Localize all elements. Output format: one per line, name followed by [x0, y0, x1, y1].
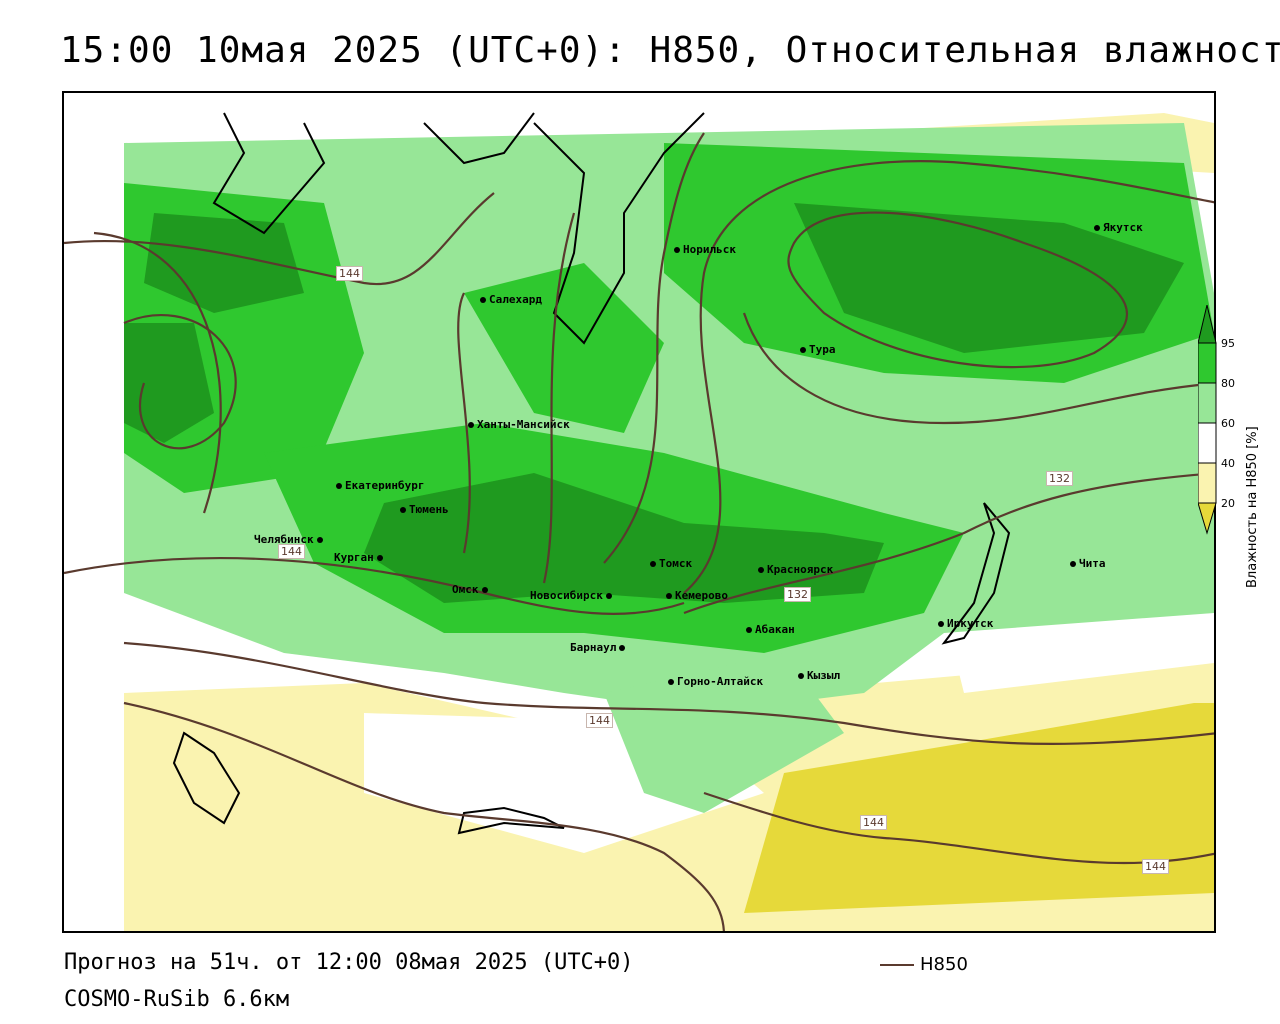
model-info: COSMO-RuSib 6.6км	[64, 987, 290, 1012]
city-abakan: Абакан	[746, 623, 795, 636]
map-canvas: Норильск Якутск Салехард Тура Ханты-Манс…	[62, 91, 1216, 933]
city-kemerovo: Кемерово	[666, 589, 728, 602]
city-dot-icon	[605, 593, 612, 599]
h850-legend: H850	[880, 954, 968, 975]
city-dot-icon	[668, 679, 674, 685]
city-dot-icon	[666, 593, 672, 599]
city-kyzyl: Кызыл	[798, 669, 840, 682]
city-dot-icon	[480, 297, 486, 303]
city-dot-icon	[758, 567, 764, 573]
forecast-info: Прогноз на 51ч. от 12:00 08мая 2025 (UTC…	[64, 950, 634, 975]
city-dot-icon	[316, 537, 323, 543]
humid-80-band	[464, 263, 664, 433]
humidity-legend-bar	[1198, 305, 1218, 535]
legend-tick: 20	[1221, 497, 1235, 510]
very-dry-zone	[744, 703, 1214, 913]
legend-tick: 40	[1221, 457, 1235, 470]
city-tyumen: Тюмень	[400, 503, 449, 516]
city-tomsk: Томск	[650, 557, 692, 570]
city-dot-icon	[481, 587, 488, 593]
city-dot-icon	[400, 507, 406, 513]
caspian-sea	[172, 731, 241, 825]
city-norilsk: Норильск	[674, 243, 736, 256]
coastline	[212, 112, 705, 345]
contour-label: 144	[860, 815, 887, 830]
city-barnaul: Барнаул	[570, 641, 628, 654]
h850-line-icon	[880, 964, 914, 966]
city-kurgan: Курган	[334, 551, 386, 564]
city-krasnoyarsk: Красноярск	[758, 563, 833, 576]
city-salekhard: Салехард	[480, 293, 542, 306]
contour-label: 144	[336, 266, 363, 281]
legend-tick: 60	[1221, 417, 1235, 430]
contour-label: 144	[1142, 859, 1169, 874]
city-dot-icon	[619, 645, 626, 651]
contour-label: 132	[784, 587, 811, 602]
humid-95-north	[794, 203, 1184, 353]
h850-contours	[64, 132, 1214, 931]
city-chita: Чита	[1070, 557, 1106, 570]
humid-95-ural	[144, 213, 304, 313]
city-chelyabinsk: Челябинск	[254, 533, 326, 546]
humidity-map	[64, 112, 1214, 931]
contour-label: 144	[278, 544, 305, 559]
legend-tick: 80	[1221, 377, 1235, 390]
city-dot-icon	[468, 422, 474, 428]
city-dot-icon	[800, 347, 806, 353]
humid-95-west	[124, 323, 214, 443]
city-novosibirsk: Новосибирск	[530, 589, 615, 602]
legend-title: Влажность на H850 [%]	[1245, 426, 1260, 588]
city-irkutsk: Иркутск	[938, 617, 993, 630]
city-dot-icon	[1070, 561, 1076, 567]
lake-baikal	[941, 502, 1011, 645]
map-title: 15:00 10мая 2025 (UTC+0): H850, Относите…	[60, 30, 1280, 71]
city-dot-icon	[1094, 225, 1100, 231]
humid-60-south	[604, 653, 844, 813]
city-tura: Тура	[800, 343, 836, 356]
city-dot-icon	[938, 621, 944, 627]
city-dot-icon	[650, 561, 656, 567]
city-dot-icon	[336, 483, 342, 489]
city-gorno-altaysk: Горно-Алтайск	[668, 675, 763, 688]
contour-label: 132	[1046, 471, 1073, 486]
city-dot-icon	[746, 627, 752, 633]
city-yekaterinburg: Екатеринбург	[336, 479, 424, 492]
balkhash-lake	[457, 806, 565, 835]
city-dot-icon	[798, 673, 804, 679]
city-yakutsk: Якутск	[1094, 221, 1143, 234]
legend-top-arrow-icon	[1198, 305, 1217, 535]
city-khanty-mansiysk: Ханты-Мансийск	[468, 418, 570, 431]
city-omsk: Омск	[452, 583, 491, 596]
city-dot-icon	[674, 247, 680, 253]
contour-label: 144	[586, 713, 613, 728]
city-dot-icon	[376, 555, 383, 561]
legend-tick: 95	[1221, 337, 1235, 350]
